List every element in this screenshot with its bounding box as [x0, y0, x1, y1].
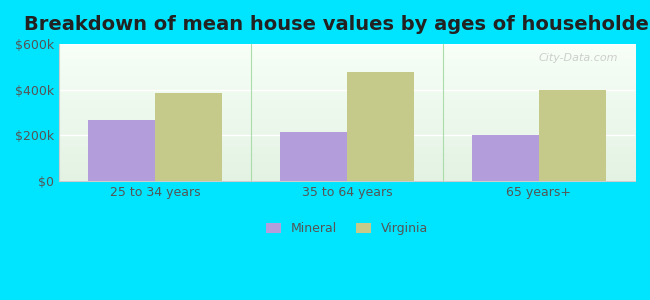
- Bar: [155, 93, 222, 181]
- Title: Breakdown of mean house values by ages of householders: Breakdown of mean house values by ages o…: [24, 15, 650, 34]
- Bar: [88, 120, 155, 181]
- Bar: [539, 90, 606, 181]
- Bar: [280, 132, 347, 181]
- Text: City-Data.com: City-Data.com: [538, 53, 617, 64]
- Bar: [472, 135, 539, 181]
- Bar: [347, 72, 414, 181]
- Legend: Mineral, Virginia: Mineral, Virginia: [261, 217, 433, 240]
